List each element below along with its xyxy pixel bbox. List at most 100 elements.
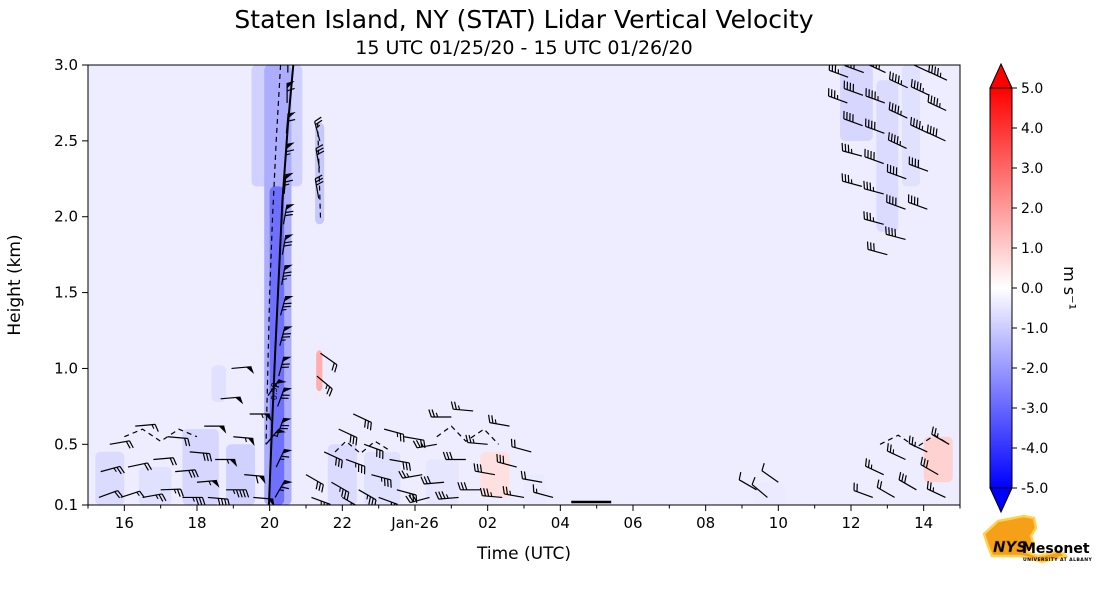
colorbar-tick-label: 0.0: [1021, 281, 1043, 297]
chart-title: Staten Island, NY (STAT) Lidar Vertical …: [234, 5, 813, 34]
wind-barb: [249, 413, 272, 422]
wind-barb: [420, 475, 445, 485]
colorbar-tick-label: -3.0: [1021, 401, 1048, 417]
wind-barb: [233, 436, 255, 447]
contour-label: 0.50: [270, 382, 279, 400]
wind-barb: [135, 423, 159, 432]
velocity-patch: [316, 350, 323, 392]
wind-barb: [865, 118, 885, 134]
colorbar-tick-label: -1.0: [1021, 321, 1048, 337]
colorbar: 5.0 4.0 3.0 2.0 1.0 0.0 -1.0 -2.0 -3.0 -4.0 -5.0: [989, 62, 1048, 514]
wind-barb: [196, 479, 220, 488]
wind-barb: [323, 451, 343, 469]
wind-barb: [283, 172, 294, 195]
wind-barb: [761, 463, 779, 483]
wind-barb: [314, 174, 324, 199]
wind-barb: [450, 401, 474, 412]
wind-barb: [865, 88, 885, 104]
wind-barb: [828, 65, 849, 78]
wind-barb: [888, 71, 908, 89]
velocity-patch: [840, 65, 873, 141]
wind-barb: [215, 458, 238, 467]
wind-barb: [274, 479, 293, 498]
contour-line: [334, 440, 390, 455]
x-axis-label: Time (UTC): [476, 544, 571, 564]
wind-barb: [378, 496, 399, 505]
colorbar-top-arrow: [989, 62, 1013, 89]
colorbar-label: m s⁻¹: [1060, 266, 1079, 310]
wind-barb: [315, 144, 325, 169]
x-tick-label: 20: [260, 514, 279, 532]
wind-barb: [442, 451, 466, 461]
wind-barb: [926, 124, 946, 142]
wind-barb: [866, 241, 888, 256]
wind-barb: [405, 494, 430, 504]
wind-barb: [281, 234, 294, 255]
wind-barb: [383, 428, 405, 443]
axes-layer: 16 18 20 22 Jan-26 02 04 06 08 10 12 14 0.1 0.5 1.0 1.5…: [54, 56, 961, 532]
wind-barb: [120, 490, 145, 498]
wind-barb: [267, 379, 287, 397]
y-tick-label: 2.0: [54, 208, 78, 226]
wind-barb: [863, 180, 884, 195]
wind-barb: [286, 80, 295, 103]
wind-barb: [751, 476, 768, 498]
wind-barb: [502, 486, 525, 499]
wind-barb: [253, 496, 275, 505]
wind-barb: [510, 438, 532, 453]
wind-barb: [496, 453, 517, 468]
ny-state-shape: [982, 514, 1069, 564]
colorbar-tick-label: 3.0: [1021, 161, 1043, 177]
wind-barb: [908, 435, 928, 453]
wind-barb: [142, 493, 167, 502]
wind-barb: [153, 457, 178, 466]
x-tick-label: 04: [551, 514, 570, 532]
wind-barb: [226, 489, 250, 498]
colorbar-tick-label: -5.0: [1021, 481, 1048, 497]
wind-barb: [931, 426, 950, 445]
wind-barb: [864, 148, 884, 165]
wind-barb: [284, 142, 295, 164]
contour-line: [317, 122, 322, 220]
wind-barb: [888, 101, 908, 119]
wind-barb: [886, 443, 906, 461]
contour-line: [267, 65, 295, 505]
colorbar-tick-label: 4.0: [1021, 121, 1043, 137]
velocity-patch: [901, 65, 921, 187]
wind-barb: [314, 116, 323, 142]
wind-barb: [281, 264, 293, 286]
wind-barb: [434, 491, 459, 500]
heatmap-background: [88, 65, 960, 505]
wind-barb: [275, 448, 293, 468]
x-tick-label: 14: [914, 514, 933, 532]
x-tick-label: 06: [623, 514, 642, 532]
wind-barb: [100, 465, 125, 475]
wind-barb: [908, 156, 929, 172]
contour-line: [124, 428, 198, 442]
x-tick-label: 18: [187, 514, 206, 532]
wind-barb: [276, 417, 292, 437]
wind-barb: [109, 440, 134, 449]
wind-barb: [532, 484, 554, 498]
wind-barb: [363, 443, 384, 460]
wind-barb: [864, 458, 884, 476]
x-tick-label: 12: [841, 514, 860, 532]
wind-barb: [853, 482, 874, 498]
wind-barb: [371, 474, 392, 488]
wind-barb: [160, 488, 184, 497]
colorbar-tick-label: 5.0: [1021, 81, 1043, 97]
contour-line: [436, 425, 499, 445]
wind-barb: [428, 409, 452, 418]
wind-barb: [479, 487, 503, 499]
wind-barb: [841, 142, 863, 157]
wind-barb-layer: [98, 65, 950, 505]
y-axis-label: Height (km): [5, 234, 25, 335]
logo-subtext: UNIVERSITY AT ALBANY: [1023, 557, 1093, 563]
wind-barb: [279, 326, 293, 346]
contour-line: [265, 65, 282, 445]
wind-barb: [220, 396, 244, 405]
y-tick-label: 1.0: [54, 359, 78, 377]
wind-barb: [175, 469, 199, 478]
